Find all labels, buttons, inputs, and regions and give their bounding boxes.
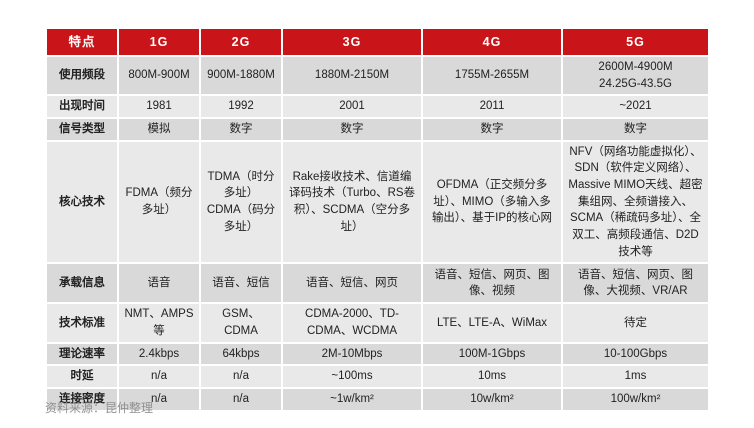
cell-frequency-3g: 1880M-2150M xyxy=(283,57,421,95)
cell-density-1g: n/a xyxy=(119,389,199,410)
row-label: 承载信息 xyxy=(47,264,117,303)
header-5g: 5G xyxy=(563,29,708,55)
cell-frequency-5g: 2600M-4900M 24.25G-43.5G xyxy=(563,57,708,95)
cell-year-3g: 2001 xyxy=(283,96,421,118)
cell-density-3g: ~1w/km² xyxy=(283,389,421,410)
header-feature: 特点 xyxy=(47,29,117,55)
cell-core-2g: TDMA（时分多址） CDMA（码分多址） xyxy=(201,141,281,263)
table-row-core-technology: 核心技术 FDMA（频分多址） TDMA（时分多址） CDMA（码分多址） Ra… xyxy=(47,141,708,263)
cell-info-4g: 语音、短信、网页、图像、视频 xyxy=(423,264,561,303)
row-label: 信号类型 xyxy=(47,119,117,140)
row-label: 理论速率 xyxy=(47,343,117,365)
cell-signal-1g: 模拟 xyxy=(119,119,199,140)
table-row-theoretical-rate: 理论速率 2.4kbps 64kbps 2M-10Mbps 100M-1Gbps… xyxy=(47,343,708,365)
cell-latency-2g: n/a xyxy=(201,366,281,388)
cell-density-4g: 10w/km² xyxy=(423,389,561,410)
table-row-signal-type: 信号类型 模拟 数字 数字 数字 数字 xyxy=(47,119,708,140)
table-row-connection-density: 连接密度 n/a n/a ~1w/km² 10w/km² 100w/km² xyxy=(47,389,708,410)
table-row-standards: 技术标准 NMT、AMPS等 GSM、CDMA CDMA-2000、TD-CDM… xyxy=(47,304,708,342)
cell-standard-5g: 待定 xyxy=(563,304,708,342)
cell-density-5g: 100w/km² xyxy=(563,389,708,410)
cell-standard-4g: LTE、LTE-A、WiMax xyxy=(423,304,561,342)
cell-standard-1g: NMT、AMPS等 xyxy=(119,304,199,342)
cell-latency-1g: n/a xyxy=(119,366,199,388)
cell-rate-1g: 2.4kbps xyxy=(119,343,199,365)
cell-latency-5g: 1ms xyxy=(563,366,708,388)
cell-density-2g: n/a xyxy=(201,389,281,410)
row-label: 技术标准 xyxy=(47,304,117,342)
cell-info-5g: 语音、短信、网页、图像、大视频、VR/AR xyxy=(563,264,708,303)
cell-latency-4g: 10ms xyxy=(423,366,561,388)
cell-frequency-4g: 1755M-2655M xyxy=(423,57,561,95)
cell-signal-5g: 数字 xyxy=(563,119,708,140)
cell-rate-4g: 100M-1Gbps xyxy=(423,343,561,365)
row-label: 使用频段 xyxy=(47,57,117,95)
row-label: 核心技术 xyxy=(47,141,117,263)
cell-frequency-1g: 800M-900M xyxy=(119,57,199,95)
header-2g: 2G xyxy=(201,29,281,55)
cell-info-2g: 语音、短信 xyxy=(201,264,281,303)
header-4g: 4G xyxy=(423,29,561,55)
cell-rate-2g: 64kbps xyxy=(201,343,281,365)
table-header-row: 特点 1G 2G 3G 4G 5G xyxy=(47,29,708,55)
cell-core-3g: Rake接收技术、信道编译码技术（Turbo、RS卷积）、SCDMA（空分多址） xyxy=(283,141,421,263)
table-row-carried-info: 承载信息 语音 语音、短信 语音、短信、网页 语音、短信、网页、图像、视频 语音… xyxy=(47,264,708,303)
cell-standard-3g: CDMA-2000、TD-CDMA、WCDMA xyxy=(283,304,421,342)
cell-signal-4g: 数字 xyxy=(423,119,561,140)
cell-core-4g: OFDMA（正交频分多址）、MIMO（多输入多输出）、基于IP的核心网 xyxy=(423,141,561,263)
cell-signal-3g: 数字 xyxy=(283,119,421,140)
header-1g: 1G xyxy=(119,29,199,55)
cell-year-5g: ~2021 xyxy=(563,96,708,118)
cell-core-1g: FDMA（频分多址） xyxy=(119,141,199,263)
row-label: 时延 xyxy=(47,366,117,388)
table-row-year: 出现时间 1981 1992 2001 2011 ~2021 xyxy=(47,96,708,118)
cell-info-3g: 语音、短信、网页 xyxy=(283,264,421,303)
source-note: 资料来源：昆仲整理 xyxy=(45,401,154,415)
cell-latency-3g: ~100ms xyxy=(283,366,421,388)
table-row-latency: 时延 n/a n/a ~100ms 10ms 1ms xyxy=(47,366,708,388)
cell-rate-3g: 2M-10Mbps xyxy=(283,343,421,365)
cell-rate-5g: 10-100Gbps xyxy=(563,343,708,365)
cell-year-4g: 2011 xyxy=(423,96,561,118)
cell-year-2g: 1992 xyxy=(201,96,281,118)
row-label: 出现时间 xyxy=(47,96,117,118)
cell-signal-2g: 数字 xyxy=(201,119,281,140)
cell-frequency-2g: 900M-1880M xyxy=(201,57,281,95)
cell-info-1g: 语音 xyxy=(119,264,199,303)
cell-core-5g: NFV（网络功能虚拟化）、SDN（软件定义网络）、Massive MIMO天线、… xyxy=(563,141,708,263)
mobile-generation-comparison-table: 特点 1G 2G 3G 4G 5G 使用频段 800M-900M 900M-18… xyxy=(45,27,710,412)
header-3g: 3G xyxy=(283,29,421,55)
cell-year-1g: 1981 xyxy=(119,96,199,118)
cell-standard-2g: GSM、CDMA xyxy=(201,304,281,342)
table-row-frequency: 使用频段 800M-900M 900M-1880M 1880M-2150M 17… xyxy=(47,57,708,95)
row-label: 连接密度 xyxy=(47,389,117,410)
